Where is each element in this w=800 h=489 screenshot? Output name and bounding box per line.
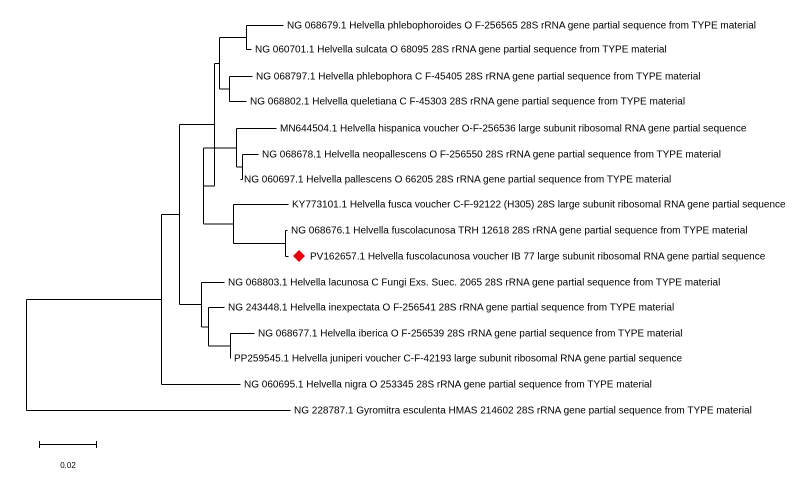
leaf-label-ng068797: NG 068797.1 Helvella phlebophora C F-454… (256, 72, 701, 83)
leaf-label-ng060701: NG 060701.1 Helvella sulcata O 68095 28S… (255, 45, 667, 56)
leaf-label-ng228787: NG 228787.1 Gyromitra esculenta HMAS 214… (294, 406, 752, 417)
leaf-label-ng068677: NG 068677.1 Helvella iberica O F-256539 … (258, 329, 682, 340)
leaf-label-ng068676: NG 068676.1 Helvella fuscolacunosa TRH 1… (291, 226, 748, 237)
tree-branches (26, 25, 291, 411)
leaf-label-ky773101: KY773101.1 Helvella fusca voucher C-F-92… (292, 200, 786, 211)
red-diamond-icon (293, 250, 305, 262)
leaf-label-pp259545: PP259545.1 Helvella juniperi voucher C-F… (234, 354, 682, 365)
scale-bar: 0.02 (39, 441, 97, 470)
scale-bar-label: 0.02 (60, 461, 76, 470)
leaf-label-pv162657: PV162657.1 Helvella fuscolacunosa vouche… (310, 252, 766, 263)
leaf-label-ng068803: NG 068803.1 Helvella lacunosa C Fungi Ex… (228, 278, 720, 289)
leaf-label-ng060695: NG 060695.1 Helvella nigra O 253345 28S … (244, 380, 652, 391)
leaf-label-ng068802: NG 068802.1 Helvella queletiana C F-4530… (250, 97, 685, 108)
leaf-markers (293, 250, 305, 262)
leaf-label-ng243448: NG 243448.1 Helvella inexpectata O F-256… (228, 303, 674, 314)
leaf-label-ng068678: NG 068678.1 Helvella neopallescens O F-2… (262, 150, 721, 161)
leaf-label-ng060697: NG 060697.1 Helvella pallescens O 66205 … (244, 175, 671, 186)
leaf-label-mn644504: MN644504.1 Helvella hispanica voucher O-… (280, 124, 747, 135)
leaf-label-ng068679: NG 068679.1 Helvella phlebophoroides O F… (287, 21, 756, 32)
leaf-labels: NG 068679.1 Helvella phlebophoroides O F… (228, 21, 786, 417)
